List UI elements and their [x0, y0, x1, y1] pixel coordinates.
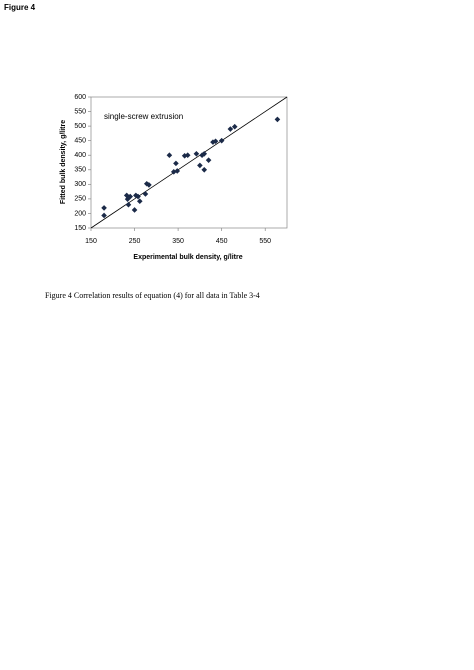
data-point: [184, 152, 191, 159]
data-point: [201, 166, 208, 173]
data-point: [174, 168, 181, 174]
data-point: [131, 207, 138, 213]
data-point: [218, 137, 225, 144]
y-tick-label: 600: [74, 94, 86, 101]
data-point: [197, 162, 203, 169]
data-point: [212, 138, 219, 145]
data-point: [231, 123, 238, 130]
x-tick-label: 350: [172, 238, 184, 245]
data-point: [199, 152, 205, 159]
y-tick-label: 200: [74, 210, 86, 217]
data-point: [166, 152, 173, 159]
data-point: [127, 193, 133, 200]
data-point: [125, 201, 132, 208]
data-point: [201, 150, 208, 157]
y-tick-label: 350: [74, 167, 86, 174]
data-point: [101, 212, 107, 219]
data-point: [173, 160, 179, 167]
data-point: [133, 192, 139, 199]
plot-frame: [90, 96, 288, 229]
y-tick-label: 550: [74, 108, 86, 115]
y-tick-label: 400: [74, 152, 86, 159]
x-axis-label: Experimental bulk density, g/litre: [133, 254, 242, 261]
data-point: [143, 180, 150, 187]
data-point: [227, 126, 234, 132]
data-point: [274, 116, 281, 123]
y-tick-label: 300: [74, 181, 86, 188]
data-point: [123, 192, 130, 199]
data-point: [146, 182, 152, 188]
x-tick-label: 550: [259, 238, 271, 245]
y-tick-label: 500: [74, 123, 86, 130]
y-tick-label: 150: [74, 225, 86, 232]
x-tick-label: 450: [216, 238, 228, 245]
data-point: [135, 193, 141, 200]
caption: Figure 4 Correlation results of equation…: [45, 291, 260, 300]
data-point: [136, 198, 143, 205]
figure-label: Figure 4: [4, 3, 36, 12]
data-point: [142, 191, 149, 197]
y-tick-label: 250: [74, 196, 86, 203]
diagonal-line: [90, 96, 288, 229]
x-tick-label: 150: [85, 238, 97, 245]
data-point: [193, 150, 200, 157]
y-axis-label: Fitted bulk density, g/litre: [60, 120, 67, 204]
data-point: [101, 205, 107, 211]
y-tick-label: 450: [74, 138, 86, 145]
data-point: [205, 157, 212, 163]
annotation: single-screw extrusion: [104, 112, 183, 121]
x-tick-label: 250: [129, 238, 141, 245]
